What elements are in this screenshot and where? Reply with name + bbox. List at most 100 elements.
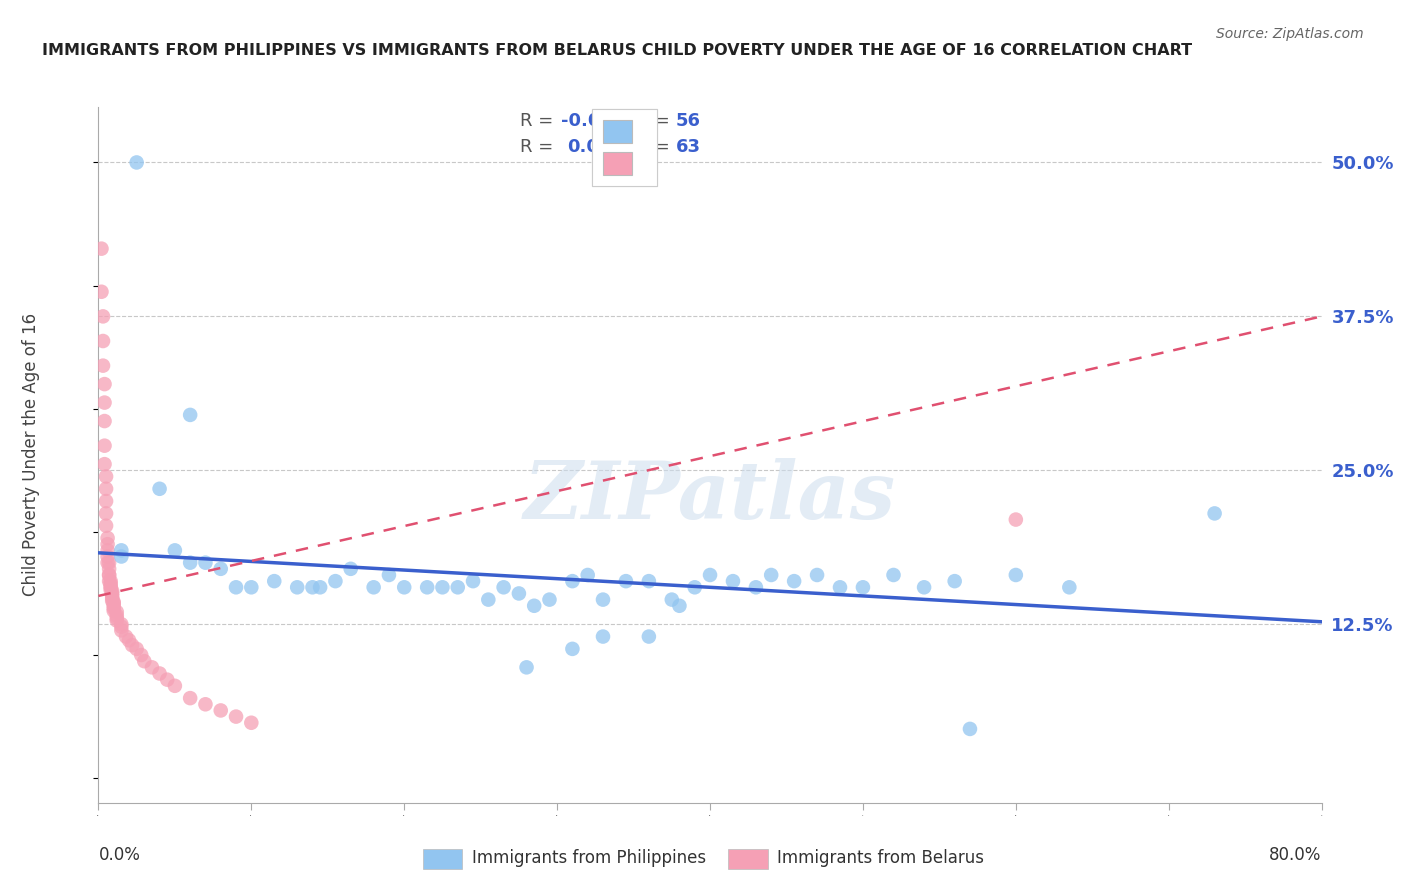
Point [105,608,128,623]
Point [163,543,186,558]
Point [1004,568,1026,582]
Point [100,579,122,593]
Point [90,285,112,299]
Text: Source: ZipAtlas.com: Source: ZipAtlas.com [1216,27,1364,41]
Text: ZIPatlas: ZIPatlas [524,458,896,535]
Text: N =: N = [624,137,676,156]
Point [1204,507,1226,521]
Point [461,574,484,589]
Point [101,594,124,608]
Point [110,624,132,638]
Point [392,580,416,594]
Point [614,574,637,589]
Point [100,582,122,597]
Point [516,660,538,674]
Point [699,568,721,582]
Point [1059,580,1081,594]
Text: R =: R = [520,137,560,156]
Point [828,580,851,594]
Point [105,611,128,625]
Point [225,709,247,723]
Point [209,703,232,717]
Point [101,586,124,600]
Point [637,630,661,644]
Point [121,638,143,652]
Point [209,562,232,576]
Point [134,654,156,668]
Point [363,580,385,594]
Point [806,568,828,582]
Point [94,494,117,508]
Point [416,580,439,594]
Point [97,549,120,564]
Point [129,648,152,662]
Point [523,599,546,613]
Point [943,574,966,589]
Point [115,630,138,644]
Point [378,568,401,582]
Point [325,574,347,589]
Point [492,580,515,594]
Point [959,722,981,736]
Point [101,591,124,606]
Point [98,574,121,589]
Point [783,574,806,589]
Point [94,482,117,496]
Text: Immigrants from Philippines: Immigrants from Philippines [471,849,706,867]
Point [721,574,744,589]
Point [103,599,125,613]
Point [98,562,121,576]
Point [105,605,128,619]
Point [912,580,935,594]
Point [100,580,122,594]
Point [98,556,121,570]
Point [94,518,117,533]
Point [477,592,499,607]
Point [103,601,125,615]
Point [538,592,561,607]
Point [508,586,530,600]
Text: IMMIGRANTS FROM PHILIPPINES VS IMMIGRANTS FROM BELARUS CHILD POVERTY UNDER THE A: IMMIGRANTS FROM PHILIPPINES VS IMMIGRANT… [42,43,1192,58]
Point [179,408,201,422]
FancyBboxPatch shape [423,849,461,869]
Point [103,604,125,618]
Point [852,580,875,594]
Point [668,599,690,613]
Point [97,531,120,545]
Point [141,660,163,674]
Point [118,633,141,648]
Point [101,589,124,603]
Point [93,457,115,471]
Point [94,507,117,521]
FancyBboxPatch shape [728,849,768,869]
Point [561,574,583,589]
Point [110,617,132,632]
Point [163,679,186,693]
Point [110,620,132,634]
Point [93,377,115,392]
Point [592,592,614,607]
Point [105,614,128,628]
Point [93,395,115,409]
Text: -0.071: -0.071 [561,112,626,130]
Point [103,595,125,609]
Text: 0.051: 0.051 [567,137,624,156]
Point [561,641,583,656]
Point [125,155,148,169]
Point [194,556,217,570]
Point [94,469,117,483]
Point [100,574,122,589]
Point [156,673,179,687]
Point [576,568,599,582]
Text: Immigrants from Belarus: Immigrants from Belarus [778,849,984,867]
Point [98,568,121,582]
Point [98,568,121,582]
Point [240,715,263,730]
Text: Child Poverty Under the Age of 16: Child Poverty Under the Age of 16 [22,313,41,597]
Point [97,543,120,558]
Point [240,580,263,594]
Text: N =: N = [624,112,676,130]
Point [309,580,332,594]
Point [745,580,768,594]
Text: 80.0%: 80.0% [1270,846,1322,863]
